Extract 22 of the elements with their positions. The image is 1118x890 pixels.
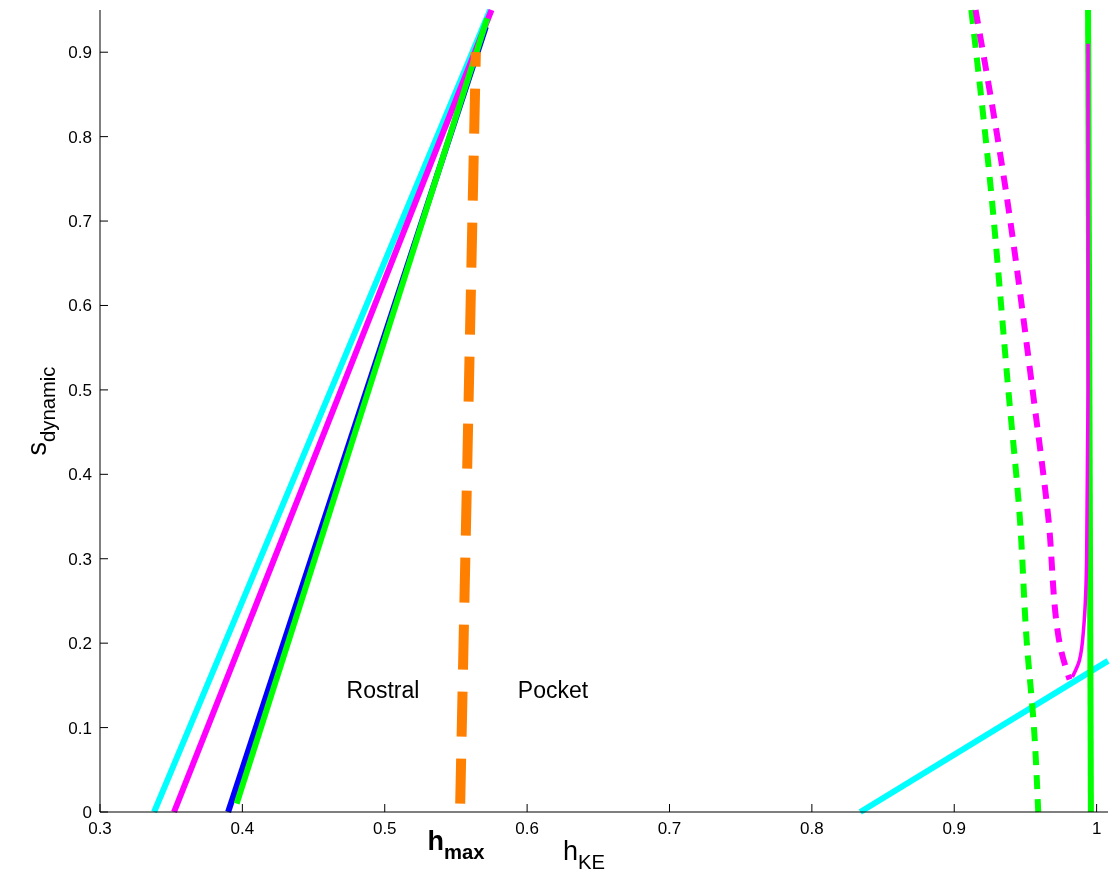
y-tick-label: 0.6 [68, 296, 92, 316]
x-tick-label: 0.3 [88, 819, 112, 838]
x-tick-label: 0.5 [372, 819, 397, 838]
y-tick-label: 0.3 [68, 549, 92, 569]
y-tick-label: 0.7 [68, 212, 92, 232]
annotation: Pocket [517, 677, 589, 703]
x-tick-label: 0.7 [657, 819, 682, 838]
x-tick-label: 0.6 [515, 819, 539, 838]
x-axis-title: h$_{KE}$ [562, 836, 606, 874]
y-tick-label: 0.4 [68, 465, 92, 485]
y-tick-label: 0.2 [68, 634, 92, 654]
y-tick-label: 0.5 [68, 380, 92, 400]
text: h$_{max}$ [427, 826, 486, 864]
y-tick-label: 0.8 [68, 127, 92, 147]
y-tick-label: 0.1 [68, 718, 92, 738]
x-tick-label: 0.8 [800, 819, 824, 838]
y-tick-label: 0.9 [68, 43, 92, 63]
x-tick-label: 1 [1091, 819, 1102, 838]
annotation: Rostral [346, 677, 420, 703]
x-tick-label: 0.4 [230, 819, 255, 838]
x-tick-label: 0.9 [942, 819, 967, 838]
y-tick-label: 0 [82, 803, 92, 822]
